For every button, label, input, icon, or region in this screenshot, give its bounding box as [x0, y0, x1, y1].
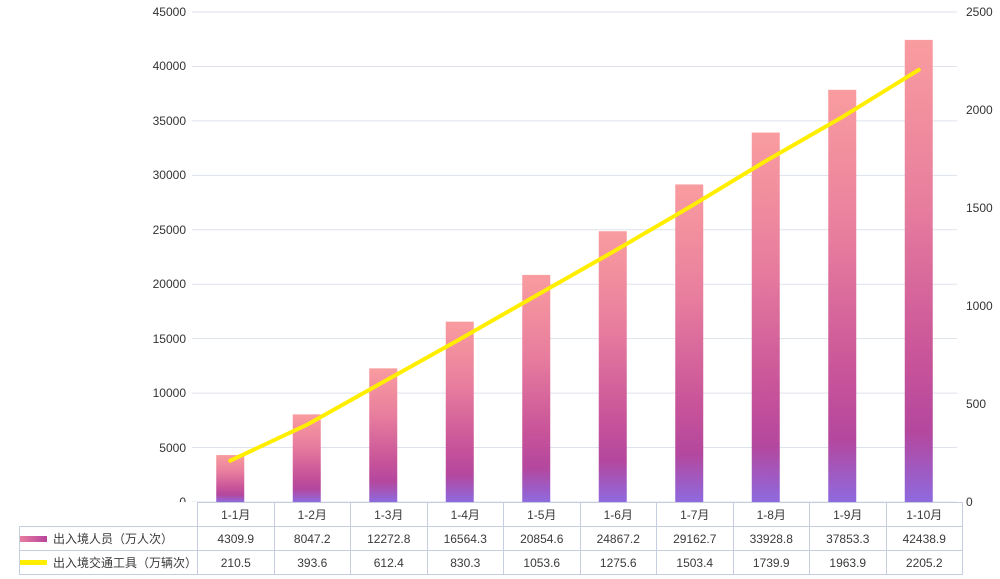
- value-cell: 612.4: [350, 550, 428, 575]
- category-cell: 1-3月: [350, 502, 428, 527]
- bar: [675, 184, 704, 502]
- value-cell: 393.6: [273, 550, 352, 575]
- line-series-swatch-icon: [20, 560, 47, 565]
- value-cell: 1053.6: [503, 550, 581, 575]
- category-cell: 1-7月: [656, 502, 734, 527]
- bar: [369, 368, 398, 502]
- value-cell: 33928.8: [732, 526, 811, 551]
- value-cell: 42438.9: [885, 526, 964, 551]
- right-axis-tick: 500: [966, 397, 987, 411]
- series-row: 出入境人员（万人次） 4309.9 8047.2 12272.8 16564.3 2085…: [18, 526, 964, 551]
- data-table: 1-1月 1-2月 1-3月 1-4月 1-5月 1-6月 1-7月 1-8月 1-9月 1-10…: [18, 502, 964, 575]
- right-axis-tick: 0: [966, 495, 973, 509]
- left-axis-tick: 25000: [152, 222, 186, 237]
- category-cell: 1-5月: [503, 502, 581, 527]
- trend-line: [228, 67, 921, 463]
- value-cell: 37853.3: [809, 526, 887, 551]
- bar: [598, 231, 627, 502]
- value-cell: 1963.9: [809, 550, 887, 575]
- bar: [904, 39, 933, 502]
- series-row: 出入境交通工具（万辆次） 210.5 393.6 612.4 830.3 1053.6 12…: [18, 550, 964, 575]
- bar: [522, 274, 551, 502]
- value-cell: 830.3: [426, 550, 505, 575]
- bar: [751, 132, 780, 502]
- value-cell: 20854.6: [503, 526, 581, 551]
- left-axis-tick: 10000: [152, 386, 186, 401]
- value-cell: 8047.2: [273, 526, 352, 551]
- legend-label: 出入境交通工具（万辆次）: [53, 556, 198, 570]
- category-cell: 1-4月: [426, 502, 505, 527]
- left-axis-tick: 15000: [152, 331, 186, 346]
- value-cell: 1739.9: [732, 550, 811, 575]
- value-cell: 1275.6: [579, 550, 658, 575]
- right-axis-tick: 1000: [966, 299, 993, 313]
- category-cell: 1-6月: [579, 502, 658, 527]
- category-cell: 1-8月: [732, 502, 811, 527]
- value-cell: 24867.2: [579, 526, 658, 551]
- legend-cell: 出入境人员（万人次）: [18, 526, 199, 551]
- category-cell: 1-9月: [809, 502, 887, 527]
- legend-cell: 出入境交通工具（万辆次）: [18, 550, 199, 575]
- bar: [216, 455, 245, 502]
- bar: [445, 321, 474, 502]
- category-cell: 1-1月: [197, 502, 275, 527]
- bar: [828, 89, 857, 502]
- left-axis-tick: 35000: [152, 113, 186, 128]
- value-cell: 210.5: [197, 550, 275, 575]
- right-axis-tick: 2000: [966, 103, 993, 117]
- category-cell: 1-10月: [885, 502, 964, 527]
- value-cell: 29162.7: [656, 526, 734, 551]
- table-corner-cell: [19, 502, 199, 527]
- value-cell: 2205.2: [885, 550, 964, 575]
- value-cell: 12272.8: [350, 526, 428, 551]
- bar-series-swatch-icon: [20, 535, 47, 542]
- category-row: 1-1月 1-2月 1-3月 1-4月 1-5月 1-6月 1-7月 1-8月 1-9月 1-10…: [19, 502, 964, 527]
- legend-label: 出入境人员（万人次）: [53, 532, 174, 546]
- left-axis-tick: 30000: [152, 168, 186, 183]
- category-cell: 1-2月: [273, 502, 352, 527]
- left-axis-tick: 45000: [152, 5, 186, 19]
- left-axis-tick: 20000: [152, 277, 186, 292]
- value-cell: 16564.3: [426, 526, 505, 551]
- right-axis-tick: 2500: [966, 5, 993, 19]
- value-cell: 4309.9: [197, 526, 275, 551]
- left-axis-tick: 5000: [159, 440, 186, 455]
- value-cell: 1503.4: [656, 550, 734, 575]
- left-axis-tick: 40000: [152, 59, 186, 74]
- right-axis-tick: 1500: [966, 201, 993, 215]
